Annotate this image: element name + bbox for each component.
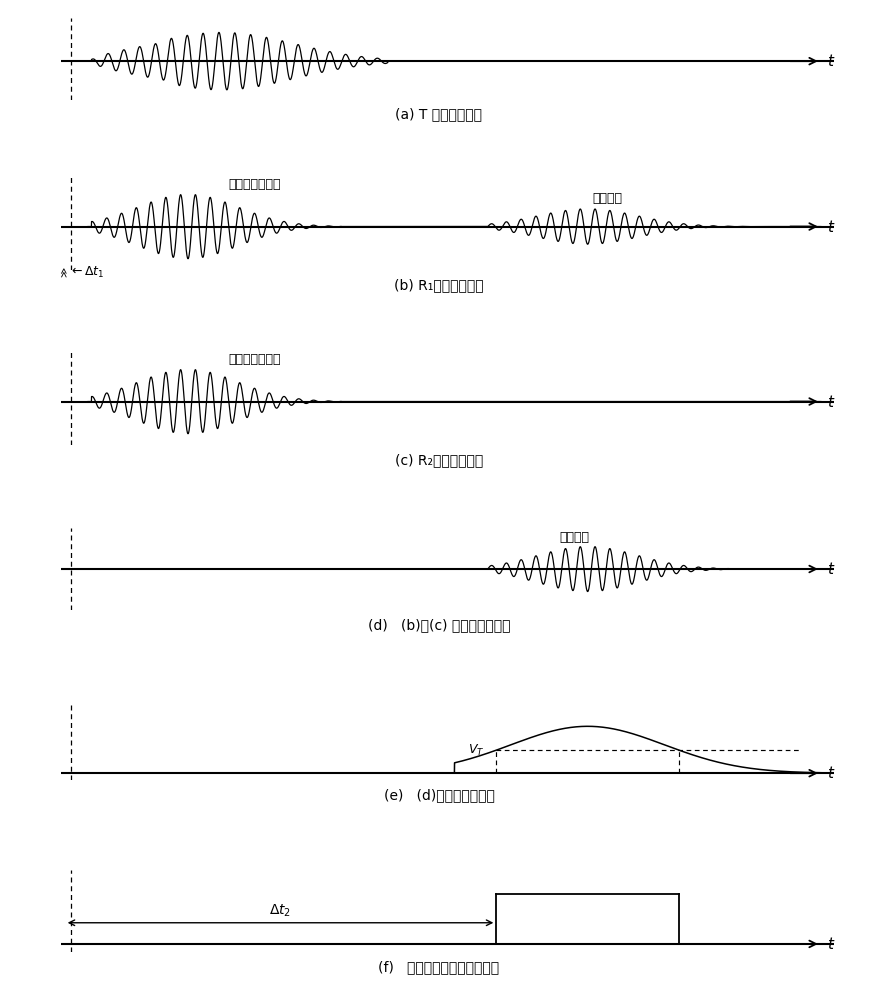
Text: (e)   (d)整流后的电信号: (e) (d)整流后的电信号	[383, 788, 494, 802]
Text: (f)   电压比较器输出的电信号: (f) 电压比较器输出的电信号	[378, 960, 499, 974]
Text: (c) R₂输出的电信号: (c) R₂输出的电信号	[395, 453, 482, 467]
Text: $t$: $t$	[826, 219, 835, 235]
Text: (b) R₁输出的电信号: (b) R₁输出的电信号	[394, 278, 483, 292]
Text: 串扰直通波信号: 串扰直通波信号	[228, 353, 281, 366]
Text: 回波信号: 回波信号	[592, 192, 622, 205]
Text: $V_T$: $V_T$	[467, 743, 484, 758]
Text: $t$: $t$	[826, 53, 835, 69]
Text: 回波信号: 回波信号	[559, 531, 588, 544]
Text: $\leftarrow \Delta t_1$: $\leftarrow \Delta t_1$	[69, 264, 104, 280]
Text: $\Delta t_2$: $\Delta t_2$	[269, 902, 291, 919]
Text: (a) T 发射的超声波: (a) T 发射的超声波	[395, 107, 482, 121]
Text: (d)   (b)和(c) 相减后的电信号: (d) (b)和(c) 相减后的电信号	[367, 618, 510, 632]
Text: $t$: $t$	[826, 394, 835, 410]
Text: $t$: $t$	[826, 936, 835, 952]
Text: $t$: $t$	[826, 765, 835, 781]
Text: 串扰直通波信号: 串扰直通波信号	[228, 178, 281, 191]
Text: ≫: ≫	[58, 267, 68, 277]
Text: $t$: $t$	[826, 561, 835, 577]
